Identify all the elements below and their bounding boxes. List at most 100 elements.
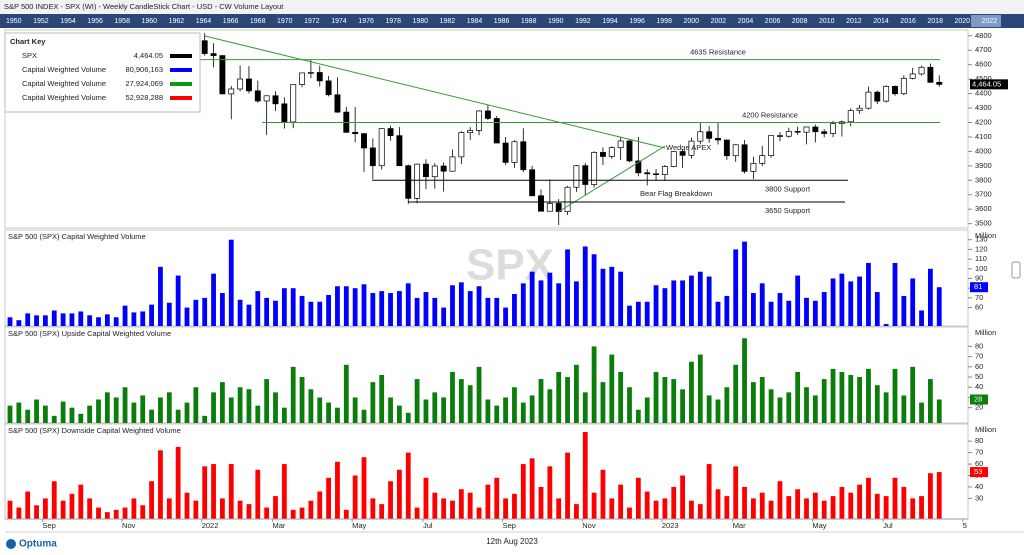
volume-bar <box>317 397 323 423</box>
volume-bar <box>821 292 827 326</box>
candle-body <box>228 88 235 95</box>
volume-bar <box>591 254 597 326</box>
volume-bar <box>158 397 163 423</box>
volume-bar <box>166 392 172 423</box>
y-tick-label: 130 <box>975 235 988 244</box>
y-axis-label: Million <box>975 231 996 240</box>
volume-bar <box>919 496 924 519</box>
volume-bar <box>538 379 544 423</box>
candle-body <box>909 73 916 79</box>
volume-bar <box>804 498 809 519</box>
chart-key-box <box>4 32 201 113</box>
candle-body <box>272 95 279 105</box>
volume-bar <box>697 504 703 519</box>
volume-bar <box>512 387 517 423</box>
volume-bar <box>343 364 349 423</box>
y-tick-label: 70 <box>975 448 983 457</box>
candle-body <box>883 86 890 102</box>
volume-bar <box>352 397 358 423</box>
volume-bar <box>335 461 340 519</box>
timeline-year: 1982 <box>440 18 456 25</box>
volume-bar <box>228 464 234 519</box>
candle-body <box>830 123 837 134</box>
volume-bar <box>441 307 447 326</box>
volume-bar <box>910 498 916 519</box>
volume-bar <box>34 505 39 519</box>
candle-body <box>936 81 943 85</box>
volume-bar <box>874 292 880 326</box>
volume-bar <box>202 415 208 423</box>
y-axis-label: Million <box>975 425 996 434</box>
x-tick-label: 5 <box>963 521 967 530</box>
volume-bar <box>290 288 296 326</box>
volume-bar <box>184 307 190 326</box>
volume-bar <box>113 317 119 326</box>
volume-bar <box>450 371 455 423</box>
candle-body <box>476 110 483 131</box>
volume-bar <box>458 282 464 326</box>
volume-bar <box>733 249 739 326</box>
y-tick-label: 60 <box>975 362 983 371</box>
volume-bar <box>804 387 809 423</box>
key-swatch <box>170 96 192 100</box>
timeline-year: 1952 <box>33 18 49 25</box>
volume-bar <box>503 307 508 326</box>
annotation-label: 3650 Support <box>765 206 811 215</box>
y-tick-label: 4300 <box>975 103 992 112</box>
volume-bar <box>87 405 93 423</box>
volume-bar <box>140 395 146 423</box>
timeline-window[interactable] <box>971 15 1001 27</box>
timeline-bar[interactable] <box>0 14 1024 28</box>
volume-bar <box>246 504 252 519</box>
x-tick-label: Sep <box>42 521 55 530</box>
candle-body <box>821 131 828 134</box>
volume-bar <box>96 399 101 423</box>
volume-bar <box>565 377 570 423</box>
y-tick-label: 3800 <box>975 175 992 184</box>
volume-bar <box>936 472 942 519</box>
volume-bar <box>255 469 261 519</box>
candle-body <box>361 133 367 149</box>
scroll-handle[interactable] <box>1011 261 1021 279</box>
volume-bar <box>742 241 747 326</box>
y-tick-label: 70 <box>975 293 983 302</box>
candle-body <box>812 126 819 133</box>
y-tick-label: 3900 <box>975 161 992 170</box>
volume-bar <box>467 291 473 326</box>
chart-key-title: Chart Key <box>10 37 46 46</box>
volume-bar <box>16 320 22 326</box>
annotation-label: 4200 Resistance <box>742 110 798 119</box>
volume-bar <box>467 492 473 519</box>
volume-bar <box>812 492 818 519</box>
volume-bar <box>193 299 199 326</box>
timeline-year: 2006 <box>765 18 781 25</box>
volume-bar <box>600 268 606 326</box>
volume-bar <box>16 507 22 519</box>
y-tick-label: 90 <box>975 273 983 282</box>
volume-bar <box>777 293 783 326</box>
candle-body <box>803 126 810 133</box>
candle-body <box>617 140 624 148</box>
volume-bar <box>441 498 447 519</box>
volume-bar <box>476 366 482 423</box>
volume-bar <box>582 246 588 326</box>
volume-bar <box>715 489 721 519</box>
volume-bar <box>706 395 712 423</box>
volume-bar <box>60 401 66 423</box>
volume-bar <box>574 504 579 519</box>
candle-body <box>334 94 341 113</box>
volume-bar <box>273 496 278 519</box>
volume-bar <box>759 283 765 326</box>
volume-bar <box>211 464 216 519</box>
candle-body <box>564 186 571 213</box>
volume-bar <box>379 375 385 423</box>
volume-bar <box>299 507 305 519</box>
volume-bar <box>910 366 916 423</box>
y-tick-label: 4500 <box>975 74 992 83</box>
volume-bar <box>795 371 801 423</box>
volume-bar <box>565 452 570 519</box>
timeline-year: 1988 <box>521 18 537 25</box>
volume-bar <box>768 301 774 326</box>
brand: Optuma <box>19 539 57 550</box>
timeline-year: 2010 <box>819 18 835 25</box>
